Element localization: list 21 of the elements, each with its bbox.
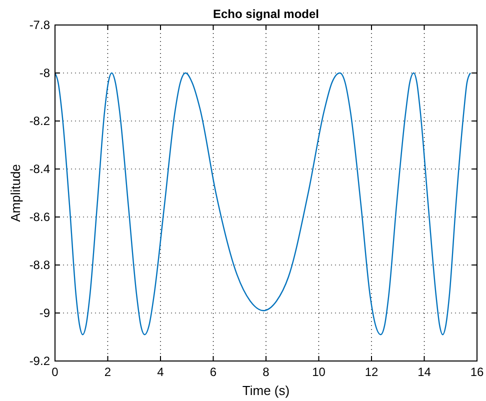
x-tick-label: 10	[312, 365, 326, 379]
x-tick-label: 6	[210, 365, 217, 379]
x-tick-label: 0	[52, 365, 59, 379]
y-tick-label: -9.2	[29, 354, 50, 368]
y-tick-label: -8.6	[29, 210, 50, 224]
y-axis-title: Amplitude	[8, 164, 23, 222]
x-tick-label: 14	[418, 365, 432, 379]
y-tick-label: -9	[39, 306, 50, 320]
x-tick-label: 4	[157, 365, 164, 379]
y-tick-label: -8.4	[29, 162, 50, 176]
x-tick-label: 12	[364, 365, 378, 379]
y-tick-label: -8	[39, 66, 50, 80]
chart-title: Echo signal model	[212, 7, 320, 21]
line-series	[54, 72, 472, 336]
x-tick-label: 8	[262, 365, 270, 379]
x-axis-title: Time (s)	[242, 383, 290, 398]
y-tick-label: -8.2	[29, 114, 50, 128]
y-tick-label: -8.8	[29, 258, 50, 272]
x-tick-label: 16	[470, 365, 484, 379]
x-tick-label: 2	[104, 365, 112, 379]
y-tick-label: -7.8	[29, 18, 50, 32]
